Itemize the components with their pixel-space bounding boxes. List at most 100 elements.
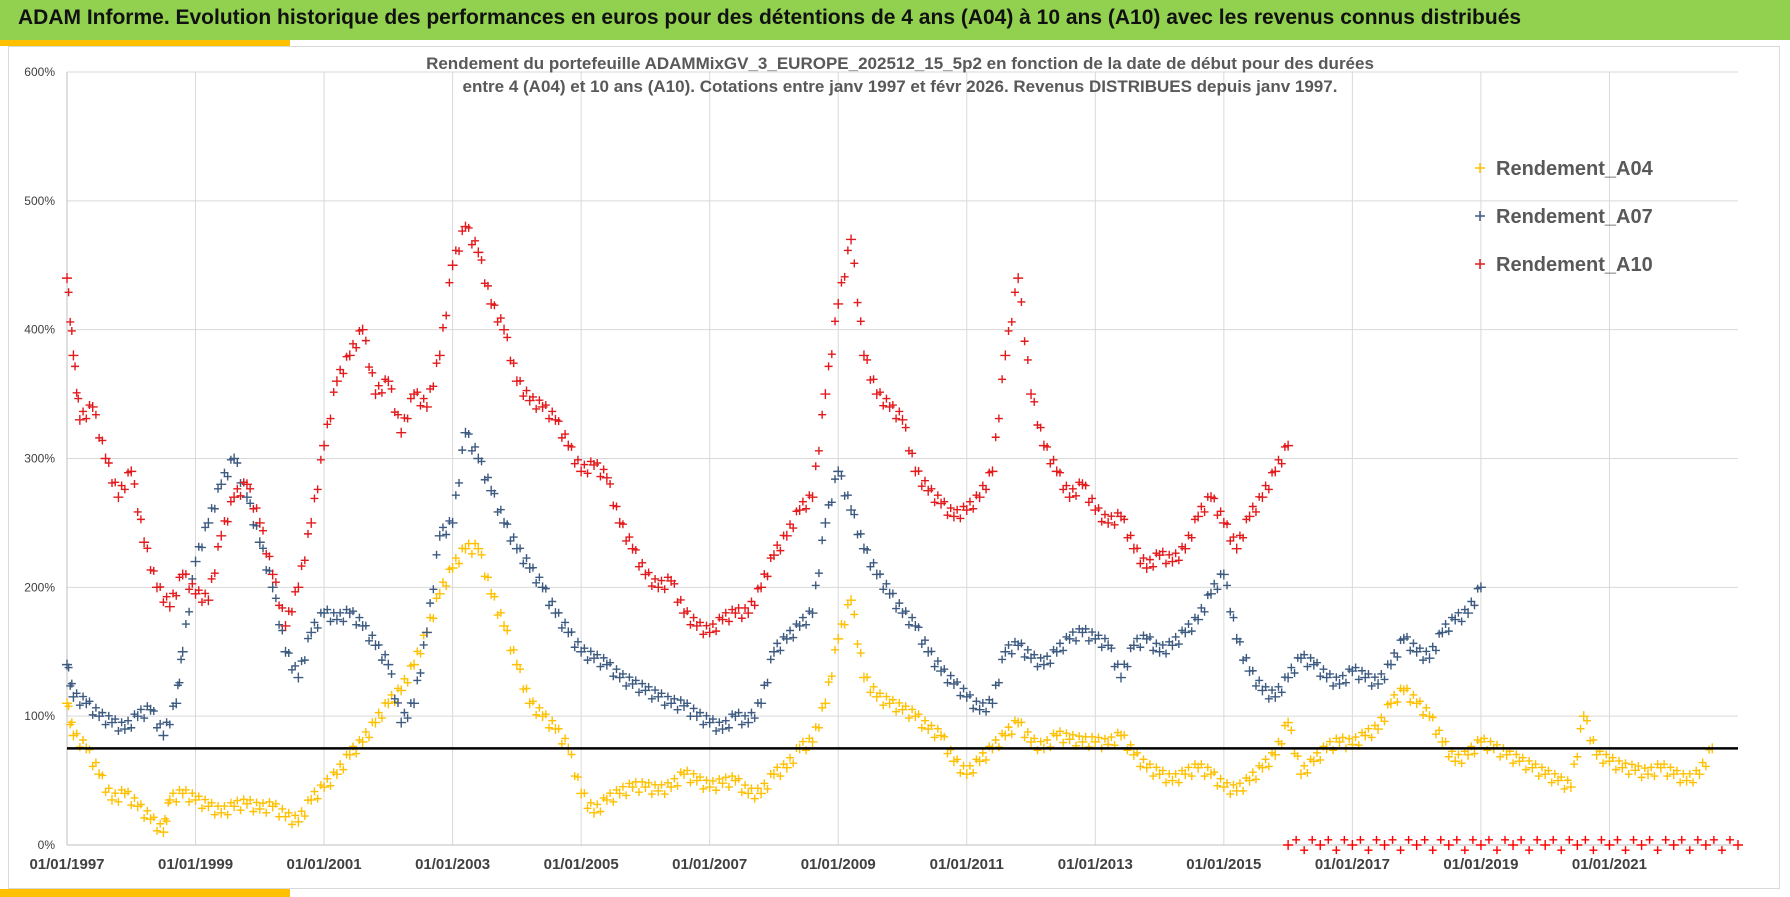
data-point-series-1 [1457, 617, 1466, 626]
legend-label: Rendement_A04 [1496, 158, 1654, 180]
data-point-series-0 [1062, 729, 1071, 738]
data-point-series-1 [1072, 636, 1081, 645]
data-point-series-0 [1676, 778, 1685, 787]
data-point-series-1 [741, 711, 750, 720]
data-point-series-1 [149, 707, 158, 716]
data-point-series-2 [246, 484, 255, 493]
data-point-series-1 [1152, 639, 1161, 648]
data-point-series-2 [421, 401, 432, 412]
data-point-series-2 [914, 467, 923, 476]
data-point-series-0 [1621, 759, 1630, 768]
data-point-series-1 [421, 627, 432, 638]
data-point-series-1 [98, 708, 107, 717]
data-point-series-1 [483, 473, 492, 482]
data-point-series-0 [927, 721, 936, 730]
data-point-series-1 [331, 614, 342, 625]
data-point-series-0 [827, 672, 836, 681]
data-point-series-1 [304, 634, 313, 643]
data-point-series-2 [850, 259, 859, 268]
data-point-series-1 [1316, 672, 1325, 681]
data-point-series-0 [172, 797, 181, 806]
data-point-series-1 [612, 665, 621, 674]
data-point-series-2 [1139, 554, 1148, 563]
data-point-series-0 [627, 782, 638, 793]
data-point-series-1 [246, 499, 255, 508]
data-point-series-2 [344, 350, 355, 361]
data-point-series-3 [1372, 835, 1381, 844]
data-point-series-0 [914, 710, 923, 719]
data-point-series-2 [548, 407, 557, 416]
data-point-series-3 [1364, 846, 1373, 855]
data-point-series-3 [1645, 835, 1654, 844]
data-point-series-3 [1468, 835, 1477, 844]
data-point-series-3 [1661, 835, 1670, 844]
data-point-series-0 [365, 733, 374, 742]
data-point-series-3 [1508, 840, 1519, 850]
data-point-series-2 [991, 433, 1000, 442]
data-point-series-3 [1700, 840, 1711, 850]
data-point-series-3 [1725, 835, 1734, 844]
data-point-series-2 [66, 317, 75, 326]
data-point-series-0 [618, 782, 627, 791]
data-point-series-0 [920, 716, 929, 725]
data-point-series-2 [236, 491, 245, 500]
data-point-series-1 [956, 691, 965, 700]
data-point-series-0 [708, 776, 717, 785]
data-point-series-3 [1308, 835, 1317, 844]
data-point-series-3 [1629, 835, 1638, 844]
data-point-series-0 [741, 781, 750, 790]
data-point-series-2 [1068, 484, 1077, 493]
data-point-series-0 [1133, 748, 1142, 757]
data-point-series-0 [409, 659, 420, 670]
data-point-series-1 [132, 711, 143, 722]
data-point-series-0 [840, 620, 849, 629]
data-point-series-2 [892, 414, 901, 423]
data-point-series-2 [704, 627, 715, 638]
data-point-series-2 [368, 368, 377, 377]
data-point-series-1 [1415, 644, 1424, 653]
data-point-series-0 [169, 789, 178, 798]
data-point-series-1 [442, 530, 451, 539]
data-point-series-2 [644, 568, 653, 577]
data-point-series-1 [1046, 659, 1055, 668]
data-point-series-0 [814, 723, 823, 732]
data-point-series-1 [660, 701, 669, 710]
data-point-series-2 [72, 388, 81, 397]
chart-title-line-2: entre 4 (A04) et 10 ans (A10). Cotations… [463, 77, 1338, 96]
data-point-series-1 [291, 661, 300, 670]
data-point-series-1 [1406, 646, 1415, 655]
data-point-series-0 [136, 800, 145, 809]
data-point-series-0 [1560, 784, 1569, 793]
data-point-series-2 [1133, 544, 1142, 553]
data-point-series-0 [1036, 737, 1045, 746]
data-point-series-2 [750, 601, 759, 610]
data-point-series-0 [1385, 698, 1396, 709]
data-point-series-0 [1496, 752, 1505, 761]
data-point-series-0 [162, 817, 171, 826]
data-point-series-1 [451, 491, 460, 500]
data-point-series-1 [119, 724, 130, 735]
data-point-series-1 [171, 698, 182, 709]
data-point-series-2 [612, 502, 621, 511]
data-point-series-0 [85, 745, 94, 754]
data-point-series-0 [1463, 749, 1474, 760]
data-point-series-0 [1403, 684, 1412, 693]
data-point-series-1 [519, 559, 528, 568]
data-point-series-2 [162, 592, 171, 601]
data-point-series-0 [98, 771, 107, 780]
data-point-series-1 [1081, 624, 1090, 633]
data-point-series-0 [1608, 753, 1617, 762]
data-point-series-0 [1059, 738, 1068, 747]
data-point-series-0 [1643, 769, 1654, 780]
data-point-series-1 [593, 650, 602, 659]
data-point-series-1 [750, 714, 759, 723]
data-point-series-0 [917, 723, 926, 732]
data-point-series-3 [1332, 846, 1341, 855]
data-point-series-1 [987, 698, 998, 709]
data-point-series-1 [773, 639, 782, 648]
data-point-series-2 [516, 376, 525, 385]
data-point-series-1 [901, 607, 910, 616]
data-point-series-0 [561, 734, 570, 743]
data-point-series-1 [994, 678, 1003, 687]
